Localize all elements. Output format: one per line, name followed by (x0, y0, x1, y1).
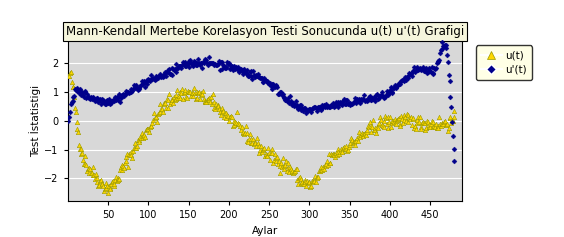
Title: Mann-Kendall Mertebe Korelasyon Testi Sonucunda u(t) u'(t) Grafigi: Mann-Kendall Mertebe Korelasyon Testi So… (66, 25, 464, 38)
Y-axis label: Test İstatistigi: Test İstatistigi (29, 85, 42, 157)
X-axis label: Aylar: Aylar (252, 226, 278, 236)
Legend: u(t), u'(t): u(t), u'(t) (475, 46, 532, 80)
